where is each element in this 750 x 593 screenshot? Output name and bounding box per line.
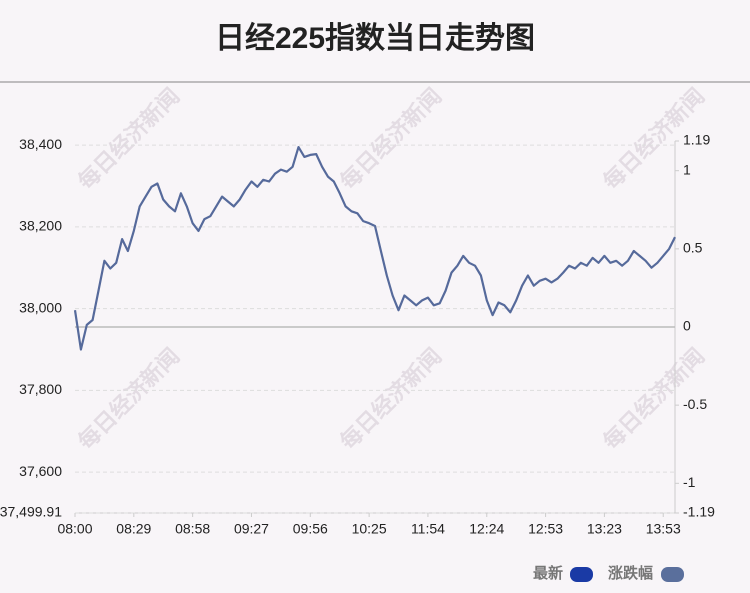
x-tick-label: 12:24 [469,521,504,537]
y-tick-label: 38,200 [19,218,62,234]
y-tick-label: 38,000 [19,299,62,315]
x-tick-label: 10:25 [352,521,387,537]
legend-label: 最新 [533,564,563,582]
legend-swatch [661,567,684,582]
y2-tick-label: 0 [683,318,691,334]
legend-swatch [570,567,593,582]
y2-tick-label: -1 [683,474,696,490]
y2-tick-label: 1.19 [683,132,710,148]
y-tick-label: 37,800 [19,381,62,397]
legend-label: 涨跌幅 [608,564,653,582]
x-tick-label: 12:53 [528,521,563,537]
y-tick-label: 37,499.91 [0,504,62,520]
x-tick-label: 08:58 [175,521,210,537]
y2-tick-label: 1 [683,161,691,177]
y2-tick-label: 0.5 [683,240,703,256]
watermark: 每日经济新闻 [335,83,446,194]
price-line [73,146,676,351]
legend-item: 涨跌幅 [608,564,684,582]
y2-tick-label: -1.19 [683,504,715,520]
x-tick-label: 13:53 [646,521,681,537]
chart-title: 日经225指数当日走势图 [215,21,535,55]
watermark: 每日经济新闻 [73,343,184,454]
watermark: 每日经济新闻 [73,83,184,194]
watermark: 每日经济新闻 [335,343,446,454]
x-tick-label: 08:29 [116,521,151,537]
y2-tick-label: -0.5 [683,396,707,412]
legend-item: 最新 [533,564,593,582]
y-tick-label: 37,600 [19,463,62,479]
x-tick-label: 11:54 [411,521,445,537]
x-tick-label: 09:56 [293,521,328,537]
x-tick-label: 13:23 [587,521,622,537]
x-tick-label: 08:00 [57,521,92,537]
y-tick-label: 38,400 [19,136,62,152]
x-tick-label: 09:27 [234,521,269,537]
